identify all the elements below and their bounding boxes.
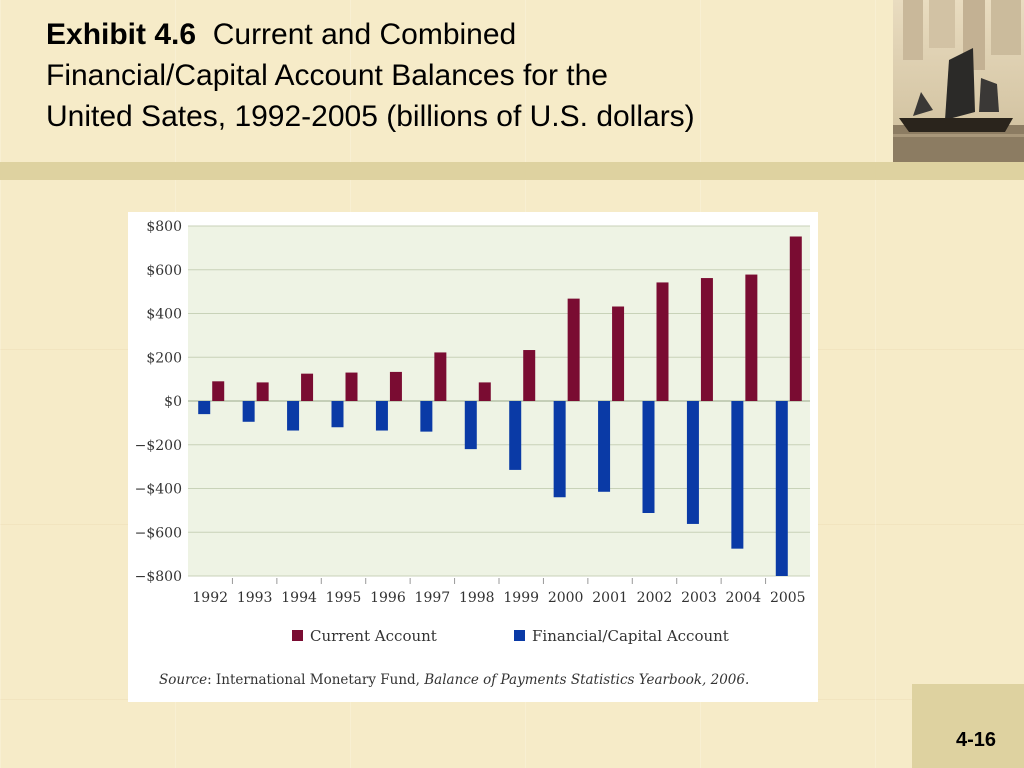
bar-financial-capital-account: [420, 401, 433, 432]
source-label: Source: [159, 672, 207, 688]
bar-current-account: [612, 306, 625, 401]
bar-current-account: [212, 381, 225, 401]
legend-swatch-current-account: [292, 630, 303, 641]
title-line-1: Current and Combined: [212, 18, 517, 51]
title-band: Exhibit 4.6 Current and Combined Financi…: [0, 0, 893, 162]
bars: [198, 236, 802, 576]
x-tick-label: 2004: [726, 590, 762, 606]
x-tick-label: 1993: [237, 590, 273, 606]
bar-current-account: [301, 373, 314, 401]
bar-financial-capital-account: [642, 401, 655, 513]
bar-current-account: [567, 298, 580, 401]
x-tick-label: 2005: [770, 590, 806, 606]
y-tick-label: $400: [146, 307, 182, 323]
x-tick-label: 1997: [415, 590, 451, 606]
bar-current-account: [256, 382, 269, 401]
bar-current-account: [523, 350, 536, 401]
legend-swatch-financial-capital-account: [514, 630, 525, 641]
bar-financial-capital-account: [686, 401, 699, 524]
source-note: Source: International Monetary Fund, Bal…: [159, 672, 749, 688]
page-number-box: 4-16: [912, 684, 1024, 768]
bar-current-account: [745, 274, 758, 401]
bar-chart: $800 $600 $400 $200 $0 −$200 −$400 −$600 −$800 1…: [135, 219, 810, 688]
slide-title: Exhibit 4.6 Current and Combined Financi…: [46, 14, 886, 137]
x-tick-label: 1999: [503, 590, 539, 606]
bar-current-account: [789, 236, 802, 401]
bar-current-account: [478, 382, 491, 401]
y-tick-labels: $800 $600 $400 $200 $0 −$200 −$400 −$600 −$800: [135, 219, 182, 585]
legend-label-current-account: Current Account: [310, 627, 437, 645]
y-tick-label: −$800: [135, 569, 182, 585]
page-number: 4-16: [955, 729, 996, 751]
x-tick-label: 1994: [281, 590, 317, 606]
x-tick-label: 2001: [592, 590, 628, 606]
title-line-3: United Sates, 1992-2005 (billions of U.S…: [46, 100, 695, 133]
bar-financial-capital-account: [375, 401, 388, 431]
bar-current-account: [434, 352, 447, 401]
bar-financial-capital-account: [598, 401, 611, 492]
x-tick-label: 1996: [370, 590, 406, 606]
title-line-2: Financial/Capital Account Balances for t…: [46, 59, 608, 92]
source-text: : International Monetary Fund,: [207, 672, 424, 688]
title-divider-bar: [0, 162, 1024, 180]
chart-panel: $800 $600 $400 $200 $0 −$200 −$400 −$600 −$800 1…: [128, 212, 818, 702]
bar-financial-capital-account: [509, 401, 522, 470]
y-tick-label: −$200: [135, 438, 182, 454]
x-tick-label: 2003: [681, 590, 717, 606]
bar-current-account: [345, 372, 358, 401]
y-tick-label: $200: [146, 350, 182, 366]
x-tick-label: 2000: [548, 590, 584, 606]
y-tick-label: −$400: [135, 482, 182, 498]
y-tick-label: $600: [146, 263, 182, 279]
bar-financial-capital-account: [553, 401, 566, 498]
x-tick-label: 2002: [637, 590, 673, 606]
bar-financial-capital-account: [287, 401, 300, 431]
bar-current-account: [656, 282, 669, 401]
source-publication: Balance of Payments Statistics Yearbook,…: [423, 672, 749, 688]
bar-current-account: [700, 278, 713, 401]
bar-financial-capital-account: [464, 401, 477, 450]
y-tick-label: $0: [164, 394, 182, 410]
y-tick-label: $800: [146, 219, 182, 235]
x-tick-label: 1998: [459, 590, 495, 606]
bar-financial-capital-account: [731, 401, 744, 549]
legend: Current Account Financial/Capital Accoun…: [292, 627, 729, 645]
bar-financial-capital-account: [775, 401, 788, 576]
exhibit-number: Exhibit 4.6: [46, 18, 197, 51]
bar-financial-capital-account: [331, 401, 344, 428]
y-tick-label: −$600: [135, 525, 182, 541]
legend-label-financial-capital-account: Financial/Capital Account: [532, 627, 729, 645]
bar-current-account: [389, 371, 402, 401]
x-tick-label: 1995: [326, 590, 362, 606]
junk-boat-photo: [893, 0, 1024, 162]
x-tick-labels: 1992 1993 1994 1995 1996 1997 1998 1999 2000 2001…: [192, 578, 806, 606]
bar-financial-capital-account: [242, 401, 255, 422]
x-tick-label: 1992: [192, 590, 228, 606]
bar-financial-capital-account: [198, 401, 211, 415]
